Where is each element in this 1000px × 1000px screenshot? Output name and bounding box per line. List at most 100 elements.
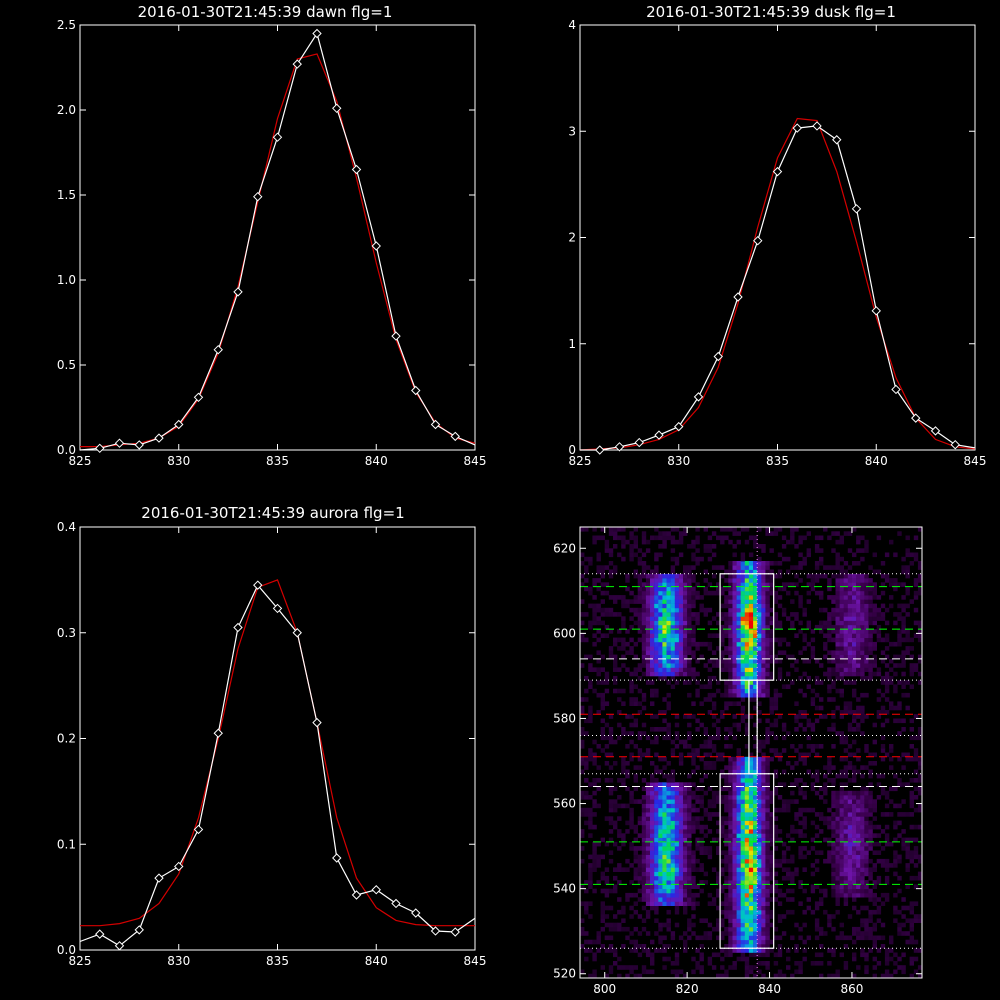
heatmap-cell: [843, 599, 849, 604]
heatmap-cell: [720, 931, 725, 936]
heatmap-cell: [856, 697, 861, 702]
heatmap-cell: [905, 837, 910, 843]
heatmap-cell: [687, 671, 692, 677]
heatmap-cell: [761, 663, 766, 668]
heatmap-cell: [897, 875, 902, 881]
heatmap-cell: [872, 944, 877, 949]
heatmap-cell: [728, 820, 733, 826]
heatmap-cell: [580, 944, 585, 949]
heatmap-cell: [645, 752, 651, 758]
heatmap-cell: [806, 590, 811, 596]
heatmap-cell: [654, 824, 659, 830]
heatmap-cell: [662, 867, 667, 872]
heatmap-cell: [765, 850, 770, 855]
heatmap-cell: [913, 948, 919, 953]
heatmap-cell: [711, 675, 717, 681]
heatmap-cell: [765, 620, 770, 626]
heatmap-cell: [691, 756, 696, 762]
heatmap-cell: [901, 841, 906, 847]
heatmap-cell: [683, 944, 688, 949]
heatmap-cell: [707, 680, 713, 685]
heatmap-cell: [773, 786, 779, 792]
heatmap-cell: [872, 897, 877, 902]
heatmap-cell: [761, 680, 766, 685]
heatmap-cell: [584, 761, 589, 766]
heatmap-cell: [860, 671, 865, 677]
heatmap-cell: [843, 871, 849, 877]
heatmap-cell: [868, 782, 873, 787]
heatmap-cell: [839, 633, 844, 638]
heatmap-cell: [847, 658, 853, 664]
heatmap-cell: [683, 850, 688, 855]
heatmap-cell: [913, 875, 919, 881]
heatmap-cell: [872, 612, 877, 617]
heatmap-cell: [728, 756, 733, 762]
heatmap-cell: [872, 939, 877, 945]
heatmap-cell: [707, 667, 713, 672]
heatmap-cell: [650, 969, 655, 975]
heatmap-cell: [724, 880, 729, 885]
heatmap-cell: [621, 867, 626, 872]
heatmap-cell: [889, 863, 894, 868]
heatmap-cell: [757, 867, 762, 872]
heatmap-cell: [852, 710, 857, 715]
heatmap-cell: [823, 786, 828, 792]
heatmap-cell: [765, 897, 770, 902]
heatmap-cell: [777, 948, 783, 953]
heatmap-cell: [794, 782, 799, 787]
heatmap-cell: [909, 790, 914, 796]
heatmap-cell: [670, 820, 676, 826]
heatmap-cell: [703, 641, 708, 647]
heatmap-cell: [629, 816, 634, 821]
heatmap-cell: [732, 675, 737, 681]
heatmap-cell: [674, 561, 680, 566]
data-point: [891, 384, 901, 395]
heatmap-cell: [732, 948, 737, 953]
heatmap-cell: [617, 880, 622, 885]
heatmap-cell: [674, 646, 680, 651]
heatmap-cell: [654, 833, 659, 838]
heatmap-cell: [843, 531, 849, 536]
data-point: [253, 580, 263, 590]
heatmap-cell: [744, 595, 750, 600]
heatmap-cell: [687, 816, 692, 821]
heatmap-cell: [740, 948, 746, 953]
heatmap-cell: [596, 552, 601, 558]
heatmap-cell: [691, 761, 696, 766]
heatmap-cell: [650, 701, 655, 706]
heatmap-cell: [740, 629, 746, 634]
heatmap-cell: [753, 586, 758, 592]
heatmap-cell: [773, 863, 779, 868]
heatmap-cell: [580, 710, 585, 715]
heatmap-cell: [608, 816, 614, 821]
heatmap-cell: [856, 663, 861, 668]
heatmap-cell: [736, 561, 741, 566]
heatmap-cell: [707, 735, 713, 741]
heatmap-cell: [744, 892, 750, 898]
heatmap-cell: [798, 650, 803, 655]
heatmap-cell: [757, 769, 762, 775]
heatmap-cell: [637, 710, 643, 715]
heatmap-cell: [819, 714, 824, 719]
heatmap-cell: [592, 952, 597, 958]
heatmap-cell: [852, 688, 857, 694]
heatmap-cell: [860, 858, 865, 864]
heatmap-cell: [650, 633, 655, 638]
heatmap-cell: [765, 820, 770, 826]
heatmap-cell: [650, 854, 655, 860]
heatmap-cell: [687, 888, 692, 894]
heatmap-cell: [835, 705, 840, 711]
heatmap-cell: [897, 637, 902, 643]
heatmap-cell: [852, 620, 857, 626]
heatmap-cell: [716, 586, 721, 592]
heatmap-cell: [658, 641, 663, 647]
heatmap-cell: [670, 897, 676, 902]
heatmap-cell: [769, 620, 774, 626]
heatmap-cell: [744, 744, 750, 749]
heatmap-cell: [699, 965, 704, 970]
heatmap-cell: [670, 641, 676, 647]
heatmap-cell: [889, 935, 894, 941]
heatmap-cell: [707, 829, 713, 834]
heatmap-cell: [909, 939, 914, 945]
heatmap-cell: [678, 816, 684, 821]
